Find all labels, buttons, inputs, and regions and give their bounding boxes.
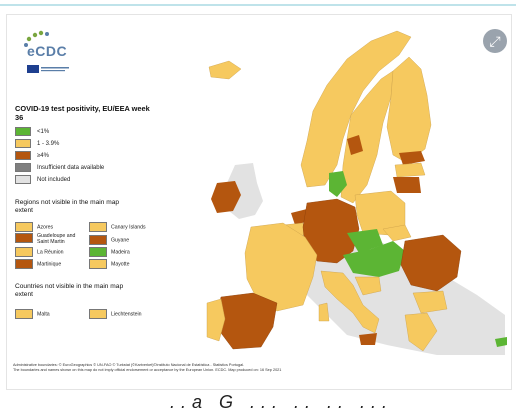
map-region-estonia — [399, 151, 425, 165]
country-item-malta: Malta — [15, 309, 50, 319]
region-label: Mayotte — [111, 261, 130, 268]
map-region-finland — [386, 56, 432, 164]
region-item-azores: Azores — [15, 222, 53, 232]
ecdc-logo-text: eCDC — [27, 43, 68, 59]
region-item-mayotte: Mayotte — [89, 259, 129, 269]
map-region-italy — [320, 270, 380, 334]
map-region-spain — [216, 292, 278, 350]
legend-swatch — [15, 163, 31, 172]
attribution-line-1: Administrative boundaries: © EuroGeograp… — [13, 363, 245, 367]
europe-map[interactable] — [7, 15, 511, 389]
map-region-sweden-high — [347, 135, 363, 155]
legend-swatch — [15, 139, 31, 148]
region-item-madeira: Madeira — [89, 247, 130, 257]
map-region-sicily — [359, 333, 377, 345]
region-label: Guadeloupe and Saint Martin — [37, 233, 76, 245]
map-region-france — [244, 222, 318, 312]
map-region-austria-hungary — [343, 241, 405, 277]
region-label: Canary Islands — [111, 224, 146, 231]
map-region-portugal — [206, 298, 226, 342]
map-frame[interactable]: eCDC ⤢ COVID-19 test positivity, EU/EEA … — [6, 14, 512, 390]
region-item-canary: Canary Islands — [89, 222, 146, 232]
map-region-czechia — [347, 229, 383, 253]
region-swatch — [15, 222, 33, 232]
map-region-norway — [300, 30, 412, 188]
country-swatch — [89, 309, 107, 319]
country-item-liechtenstein: Liechtenstein — [89, 309, 142, 319]
legend-label: <1% — [37, 129, 50, 136]
legend-label: ≥4% — [37, 153, 49, 160]
legend-title: COVID-19 test positivity, EU/EEA week 36 — [15, 104, 150, 122]
map-region-balkans — [377, 287, 417, 321]
map-region-cyprus — [495, 337, 507, 347]
region-swatch — [89, 235, 107, 245]
legend-label: Not included — [37, 177, 71, 184]
region-swatch — [89, 247, 107, 257]
legend-swatch — [15, 175, 31, 184]
region-swatch — [89, 222, 107, 232]
map-region-sweden — [340, 70, 394, 204]
region-label: Madeira — [111, 249, 130, 256]
legend-item-high: ≥4% — [15, 151, 49, 160]
map-region-iceland — [208, 60, 242, 80]
region-label: Martinique — [37, 261, 62, 268]
region-label: Azores — [37, 224, 54, 231]
map-region-ireland — [211, 181, 241, 213]
region-item-reunion: La Réunion — [15, 247, 64, 257]
countries-title: Countries not visible in the main map ex… — [15, 283, 124, 298]
attribution-line-2: The boundaries and names shown on this m… — [13, 368, 282, 372]
country-swatch — [15, 309, 33, 319]
regions-title: Regions not visible in the main map exte… — [15, 199, 120, 214]
map-region-croatia — [354, 276, 382, 296]
ecdc-logo-icon — [24, 30, 69, 73]
page-top-divider — [0, 4, 516, 6]
map-region-romania — [400, 234, 462, 292]
legend-item-insufficient: Insufficient data available — [15, 163, 104, 172]
map-region-lithuania — [393, 177, 421, 193]
legend-item-low: <1% — [15, 127, 49, 136]
attribution: Administrative boundaries: © EuroGeograp… — [13, 363, 493, 373]
legend-label: 1 - 3.9% — [37, 141, 60, 148]
bottom-caption-fragment: ..a G ... .. .. ... — [170, 392, 394, 412]
region-item-guadeloupe: Guadeloupe and Saint Martin — [15, 233, 87, 245]
ecdc-logo — [17, 25, 77, 77]
expand-icon: ⤢ — [489, 33, 501, 49]
map-region-latvia — [394, 162, 426, 178]
legend-label: Insufficient data available — [37, 165, 105, 172]
legend-swatch — [15, 127, 31, 136]
legend-item-mid: 1 - 3.9% — [15, 139, 59, 148]
map-region-bulgaria — [412, 290, 448, 314]
legend-item-not-included: Not included — [15, 175, 70, 184]
legend-swatch — [15, 151, 31, 160]
region-swatch — [15, 233, 33, 243]
country-label: Malta — [37, 311, 50, 318]
map-region-slovakia — [382, 224, 412, 242]
region-swatch — [89, 259, 107, 269]
expand-fullscreen-button[interactable]: ⤢ — [483, 29, 507, 53]
region-label: La Réunion — [37, 249, 64, 256]
region-item-martinique: Martinique — [15, 259, 61, 269]
region-item-guyane: Guyane — [89, 235, 129, 245]
map-region-sardinia — [318, 302, 330, 322]
region-swatch — [15, 259, 33, 269]
map-region-denmark — [329, 171, 347, 197]
region-label: Guyane — [111, 237, 130, 244]
region-swatch — [15, 247, 33, 257]
country-label: Liechtenstein — [111, 311, 142, 318]
map-region-greece — [404, 312, 438, 352]
